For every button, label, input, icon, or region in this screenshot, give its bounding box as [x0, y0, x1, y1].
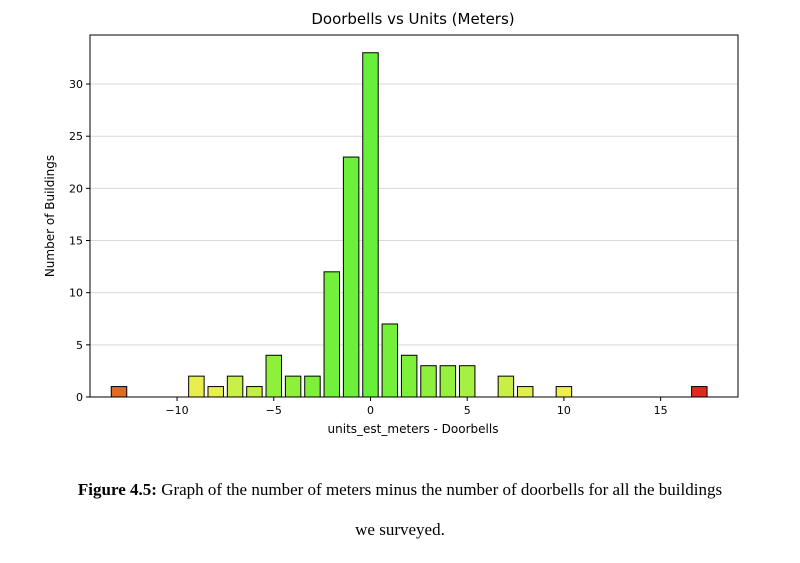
chart-title: Doorbells vs Units (Meters): [311, 10, 514, 28]
grid-lines: [90, 83, 738, 398]
y-tick-label: 0: [76, 391, 83, 404]
axis-ticks: 0 5 10 15 20 25 30 −10 −5 0 5 10 15: [69, 78, 668, 417]
caption-label: Figure 4.5:: [77, 480, 157, 499]
y-axis-label: Number of Buildings: [43, 155, 57, 277]
bar: [226, 375, 244, 398]
x-axis-label: units_est_meters - Doorbells: [328, 422, 499, 436]
x-tick-label: 0: [367, 404, 374, 417]
caption-text: Graph of the number of meters minus the …: [156, 480, 723, 499]
y-tick-label: 15: [69, 235, 83, 248]
y-tick-label: 30: [69, 78, 83, 91]
bar: [458, 365, 476, 398]
bar: [188, 375, 205, 398]
x-tick-label: −10: [165, 404, 188, 417]
bar: [110, 386, 128, 398]
bar: [342, 156, 360, 398]
y-tick-label: 10: [69, 287, 83, 300]
bar-chart: 0 5 10 15 20 25 30 −10 −5 0 5 10 15 Doorbells vs Uni…: [43, 10, 739, 436]
figure-caption-continued: we surveyed.: [20, 520, 780, 540]
y-tick-label: 20: [69, 182, 83, 195]
plot-frame: [89, 34, 739, 398]
bar: [555, 386, 573, 398]
x-tick-label: 10: [557, 404, 571, 417]
caption-text-2: we surveyed.: [355, 520, 445, 539]
bar: [400, 354, 418, 398]
bar: [246, 386, 263, 398]
figure-caption: Figure 4.5: Graph of the number of meter…: [20, 480, 780, 500]
x-tick-label: 5: [464, 404, 471, 417]
bar: [323, 271, 341, 398]
bar: [284, 375, 302, 398]
bar: [691, 386, 708, 398]
x-tick-label: 15: [654, 404, 668, 417]
bars: [110, 52, 708, 398]
bar: [304, 375, 321, 398]
bar: [497, 375, 515, 398]
y-tick-label: 5: [76, 339, 83, 352]
y-tick-label: 25: [69, 130, 83, 143]
bar: [439, 365, 457, 398]
bar: [362, 52, 379, 398]
x-tick-label: −5: [266, 404, 282, 417]
bar: [265, 354, 282, 398]
bar: [381, 323, 399, 398]
bar: [516, 386, 534, 398]
bar: [207, 386, 224, 398]
bar: [420, 365, 437, 398]
